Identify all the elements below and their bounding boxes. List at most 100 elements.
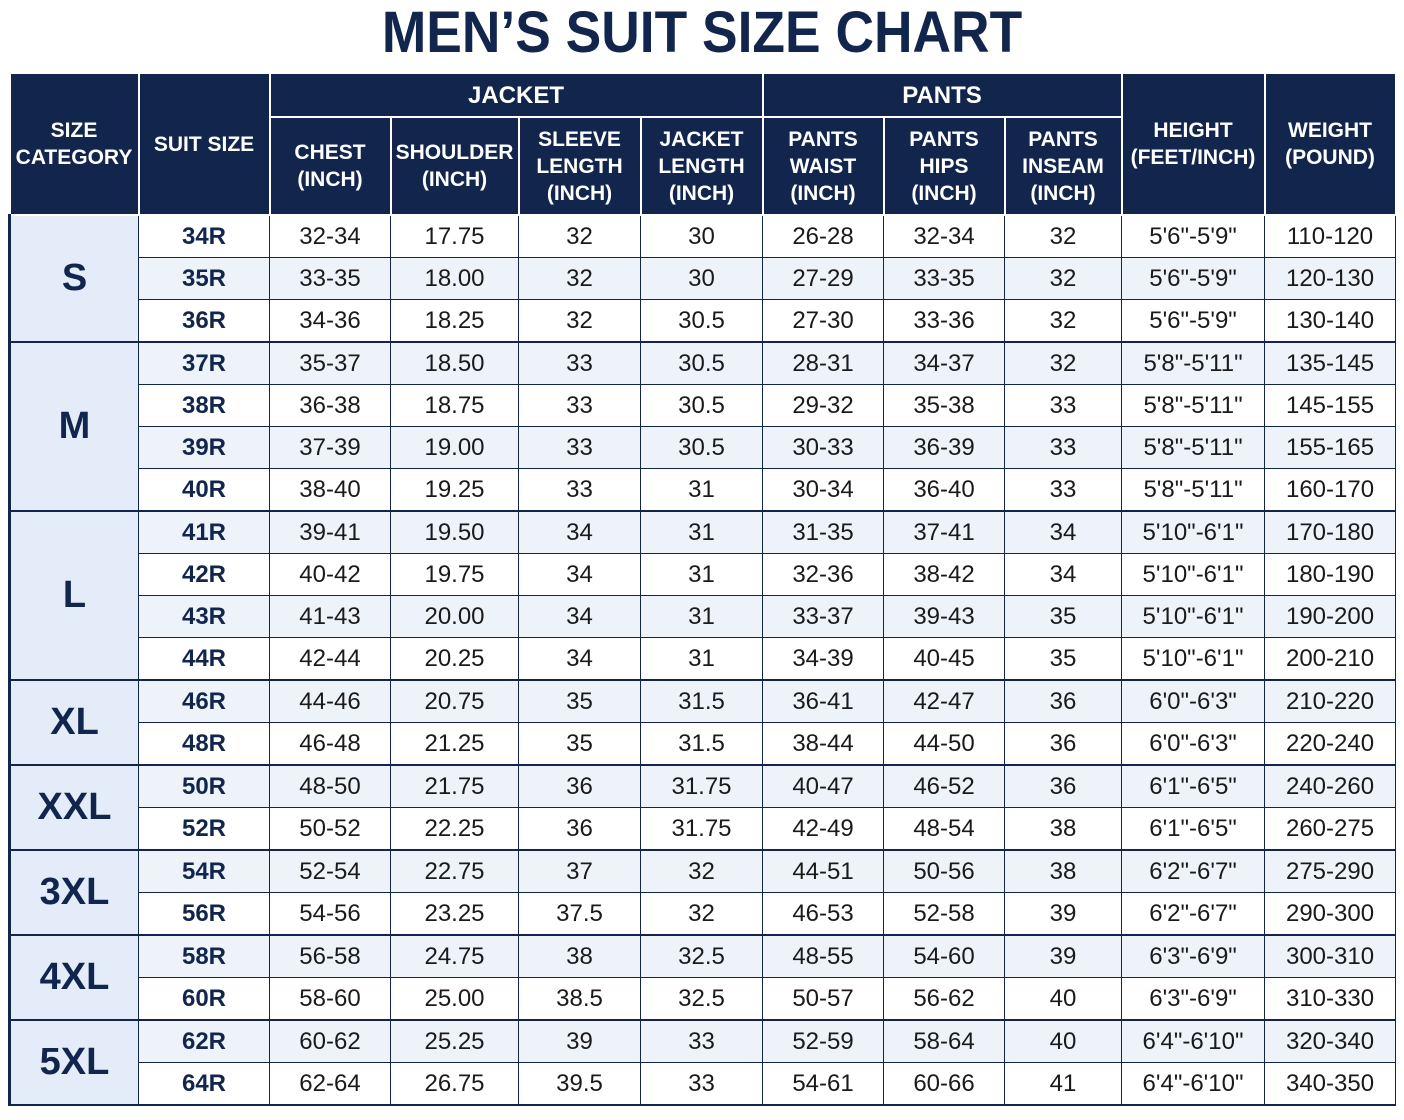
- jacket-length-cell: 31: [639, 510, 764, 554]
- table-row: 38R 36-38 18.75 33 30.5 29-32 35-38 33 5'8"-5'11…: [10, 384, 1397, 427]
- pants-hips-cell: 40-45: [883, 637, 1006, 681]
- chest-cell: 46-48: [269, 722, 391, 766]
- sleeve-length-cell: 33: [518, 426, 641, 469]
- pants-inseam-cell: 38: [1004, 807, 1123, 851]
- chest-cell: 44-46: [269, 679, 391, 723]
- table-row: 3XL 54R 52-54 22.75 37 32 44-51 50-56 38 6'2"-6'7…: [8, 849, 1397, 936]
- pants-inseam-cell: 33: [1004, 426, 1123, 469]
- sleeve-length-cell: 33: [518, 384, 641, 427]
- shoulder-cell: 20.00: [390, 595, 519, 638]
- weight-cell: 135-145: [1264, 341, 1397, 385]
- jacket-length-cell: 31: [639, 595, 764, 638]
- jacket-length-cell: 31: [639, 637, 764, 681]
- shoulder-cell: 19.25: [390, 468, 519, 512]
- table-row: 44R 42-44 20.25 34 31 34-39 40-45 35 5'10"-6'1" 2…: [10, 637, 1397, 681]
- pants-inseam-cell: 35: [1004, 595, 1123, 638]
- pants-waist-cell: 36-41: [762, 679, 885, 723]
- pants-inseam-cell: 36: [1004, 679, 1123, 723]
- height-cell: 5'6"-5'9": [1121, 214, 1266, 258]
- jacket-length-cell: 31.75: [639, 807, 764, 851]
- pants-waist-cell: 42-49: [762, 807, 885, 851]
- suit-size-cell: 56R: [138, 892, 270, 936]
- table-row: 52R 50-52 22.25 36 31.75 42-49 48-54 38 6'1"-6'5…: [10, 807, 1397, 851]
- pants-hips-cell: 39-43: [883, 595, 1006, 638]
- sleeve-length-cell: 35: [518, 679, 641, 723]
- shoulder-cell: 17.75: [390, 214, 519, 258]
- pants-inseam-cell: 39: [1004, 892, 1123, 936]
- height-cell: 5'6"-5'9": [1121, 257, 1266, 300]
- header-jacket-length: JACKET LENGTH (INCH): [639, 116, 764, 216]
- pants-hips-cell: 38-42: [883, 553, 1006, 596]
- shoulder-cell: 22.25: [390, 807, 519, 851]
- weight-cell: 210-220: [1264, 679, 1397, 723]
- chest-cell: 42-44: [269, 637, 391, 681]
- pants-waist-cell: 38-44: [762, 722, 885, 766]
- pants-hips-cell: 54-60: [883, 934, 1006, 978]
- weight-cell: 275-290: [1264, 849, 1397, 893]
- suit-size-cell: 62R: [138, 1019, 270, 1063]
- height-cell: 5'8"-5'11": [1121, 426, 1266, 469]
- pants-waist-cell: 33-37: [762, 595, 885, 638]
- weight-cell: 180-190: [1264, 553, 1397, 596]
- shoulder-cell: 18.00: [390, 257, 519, 300]
- pants-waist-cell: 30-34: [762, 468, 885, 512]
- size-chart-body: S 34R 32-34 17.75 32 30 26-28 32-34 32 5'6"-5'9" 1…: [8, 214, 1397, 1106]
- pants-hips-cell: 56-62: [883, 977, 1006, 1021]
- pants-waist-cell: 31-35: [762, 510, 885, 554]
- size-category-cell: 5XL: [8, 1019, 139, 1106]
- sleeve-length-cell: 34: [518, 595, 641, 638]
- height-cell: 5'10"-6'1": [1121, 510, 1266, 554]
- suit-size-cell: 64R: [138, 1062, 270, 1106]
- suit-size-cell: 60R: [138, 977, 270, 1021]
- pants-hips-cell: 35-38: [883, 384, 1006, 427]
- pants-hips-cell: 50-56: [883, 849, 1006, 893]
- pants-inseam-cell: 39: [1004, 934, 1123, 978]
- pants-waist-cell: 29-32: [762, 384, 885, 427]
- shoulder-cell: 22.75: [390, 849, 519, 893]
- weight-cell: 260-275: [1264, 807, 1397, 851]
- chest-cell: 60-62: [269, 1019, 391, 1063]
- pants-waist-cell: 52-59: [762, 1019, 885, 1063]
- chest-cell: 39-41: [269, 510, 391, 554]
- weight-cell: 120-130: [1264, 257, 1397, 300]
- size-category-cell: XXL: [8, 764, 139, 851]
- table-row: 56R 54-56 23.25 37.5 32 46-53 52-58 39 6'2"-6'7"…: [10, 892, 1397, 936]
- height-cell: 5'8"-5'11": [1121, 341, 1266, 385]
- height-cell: 6'4"-6'10": [1121, 1019, 1266, 1063]
- table-row: 39R 37-39 19.00 33 30.5 30-33 36-39 33 5'8"-5'11…: [10, 426, 1397, 469]
- pants-hips-cell: 48-54: [883, 807, 1006, 851]
- suit-size-cell: 50R: [138, 764, 270, 808]
- pants-hips-cell: 33-35: [883, 257, 1006, 300]
- pants-waist-cell: 32-36: [762, 553, 885, 596]
- jacket-length-cell: 30.5: [639, 341, 764, 385]
- jacket-length-cell: 31.5: [639, 679, 764, 723]
- sleeve-length-cell: 37: [518, 849, 641, 893]
- header-size-category: SIZE CATEGORY: [8, 72, 140, 216]
- shoulder-cell: 23.25: [390, 892, 519, 936]
- pants-inseam-cell: 34: [1004, 553, 1123, 596]
- pants-waist-cell: 50-57: [762, 977, 885, 1021]
- height-cell: 6'3"-6'9": [1121, 977, 1266, 1021]
- size-category-cell: S: [8, 214, 139, 343]
- shoulder-cell: 20.25: [390, 637, 519, 681]
- pants-waist-cell: 27-30: [762, 299, 885, 343]
- shoulder-cell: 21.75: [390, 764, 519, 808]
- suit-size-cell: 38R: [138, 384, 270, 427]
- height-cell: 6'1"-6'5": [1121, 764, 1266, 808]
- header-height: HEIGHT (FEET/INCH): [1120, 72, 1266, 216]
- size-chart-table: SIZE CATEGORY SUIT SIZE JACKET PANTS HEI…: [8, 72, 1397, 1106]
- suit-size-cell: 44R: [138, 637, 270, 681]
- sleeve-length-cell: 38: [518, 934, 641, 978]
- size-category-cell: L: [8, 510, 139, 681]
- suit-size-cell: 48R: [138, 722, 270, 766]
- height-cell: 5'8"-5'11": [1121, 468, 1266, 512]
- pants-waist-cell: 46-53: [762, 892, 885, 936]
- shoulder-cell: 26.75: [390, 1062, 519, 1106]
- weight-cell: 290-300: [1264, 892, 1397, 936]
- weight-cell: 320-340: [1264, 1019, 1397, 1063]
- height-cell: 5'10"-6'1": [1121, 637, 1266, 681]
- suit-size-cell: 40R: [138, 468, 270, 512]
- table-row: L 41R 39-41 19.50 34 31 31-35 37-41 34 5'10"-6'1"…: [8, 510, 1397, 681]
- chest-cell: 34-36: [269, 299, 391, 343]
- jacket-length-cell: 32.5: [639, 934, 764, 978]
